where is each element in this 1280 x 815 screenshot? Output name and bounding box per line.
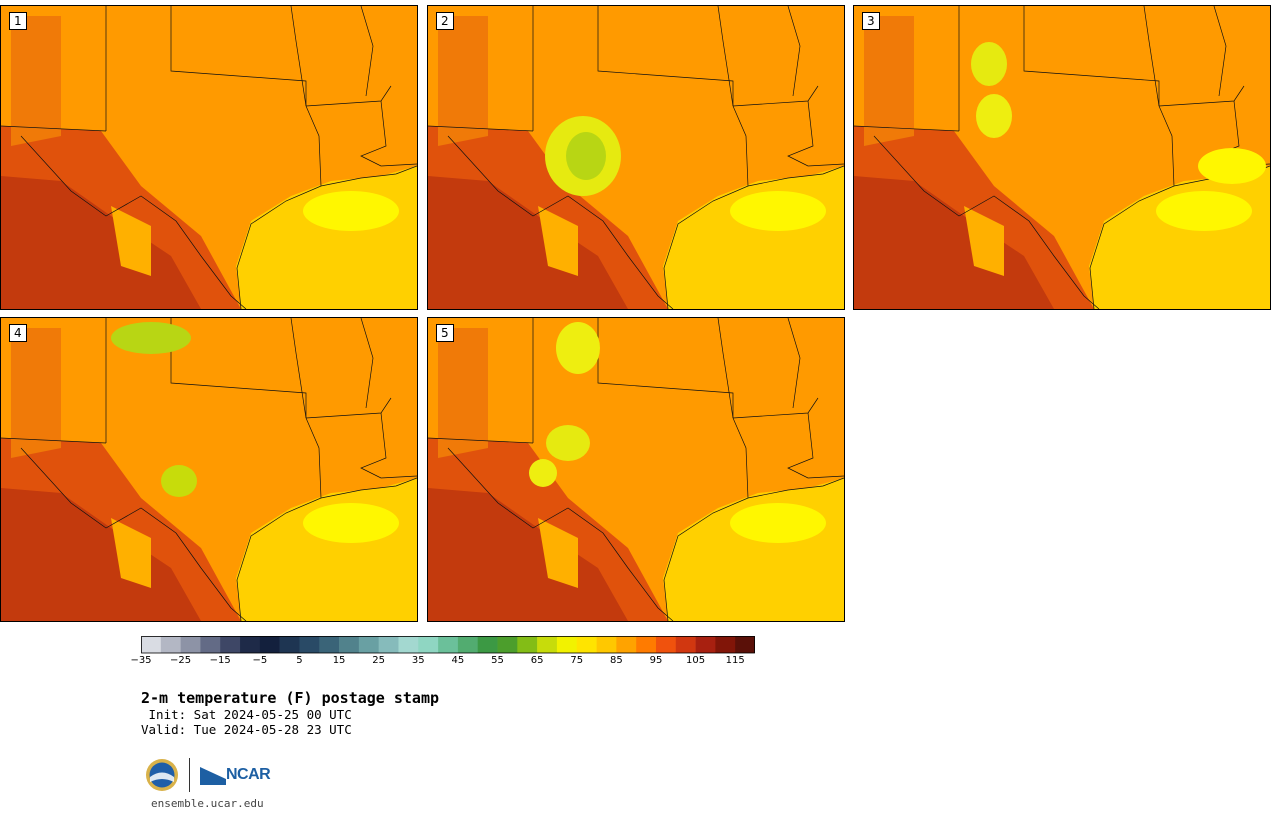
colorbar-swatch <box>537 636 558 653</box>
colorbar-swatch <box>655 636 677 653</box>
colorbar-swatch <box>319 636 340 653</box>
colorbar-swatch <box>497 636 518 653</box>
colorbar-tick-label: 35 <box>411 655 425 666</box>
valid-time: Valid: Tue 2024-05-28 23 UTC <box>141 722 352 737</box>
panel-number: 3 <box>862 12 880 30</box>
colorbar-swatch <box>438 636 459 653</box>
panel-number: 2 <box>436 12 454 30</box>
colorbar-swatch <box>339 636 360 653</box>
colorbar-ticks: −35 −25 −15 −5 5 15 25 35 45 55 65 75 85 95 105 115 <box>130 655 761 671</box>
panel-number: 4 <box>9 324 27 342</box>
temperature-map <box>1 318 417 621</box>
colorbar-tick-label: 65 <box>530 655 544 666</box>
colorbar-tick-label: 75 <box>570 655 584 666</box>
init-time: Init: Sat 2024-05-25 00 UTC <box>141 707 352 722</box>
colorbar-swatch <box>576 636 597 653</box>
map-panel-1: 1 <box>0 5 418 310</box>
colorbar-swatch <box>220 636 241 653</box>
colorbar-swatch <box>160 636 181 653</box>
colorbar-swatch <box>358 636 379 653</box>
ncar-logo-mark <box>200 767 226 785</box>
colorbar-swatch <box>240 636 261 653</box>
temperature-colorbar <box>141 636 755 654</box>
colorbar-swatch <box>200 636 221 653</box>
colorbar-swatch <box>616 636 637 653</box>
colorbar-swatch <box>378 636 399 653</box>
colorbar-swatch <box>141 636 162 653</box>
colorbar-tick-label: 5 <box>296 655 303 666</box>
colorbar-swatch <box>477 636 498 653</box>
colorbar-tick-label: 45 <box>451 655 465 666</box>
colorbar-swatch <box>418 636 439 653</box>
panel-number: 5 <box>436 324 454 342</box>
colorbar-swatch <box>695 636 716 653</box>
figure-title: 2-m temperature (F) postage stamp <box>141 689 440 707</box>
colorbar-tick-label: 95 <box>649 655 663 666</box>
colorbar-tick-label: 115 <box>725 655 745 666</box>
site-url: ensemble.ucar.edu <box>151 797 264 810</box>
colorbar-swatch <box>279 636 300 653</box>
colorbar-swatch <box>636 636 657 653</box>
colorbar-swatch <box>715 636 736 653</box>
logo-row: NCAR <box>145 757 271 793</box>
colorbar-tick-label: −25 <box>170 655 192 666</box>
temperature-map <box>1 6 417 309</box>
colorbar-tick-label: 85 <box>609 655 623 666</box>
colorbar-tick-label: −35 <box>130 655 152 666</box>
colorbar-swatch <box>735 636 755 653</box>
colorbar-tick-label: −5 <box>252 655 268 666</box>
colorbar-tick-label: −15 <box>209 655 231 666</box>
colorbar-tick-label: 25 <box>372 655 386 666</box>
temperature-map <box>428 6 844 309</box>
colorbar-swatch <box>556 636 578 653</box>
map-panel-2: 2 <box>427 5 845 310</box>
colorbar-swatch <box>398 636 419 653</box>
map-panel-4: 4 <box>0 317 418 622</box>
temperature-map <box>428 318 844 621</box>
colorbar-swatch <box>675 636 696 653</box>
colorbar-border <box>141 636 755 654</box>
colorbar-tick-label: 15 <box>332 655 346 666</box>
nsf-logo <box>146 759 178 791</box>
panel-number: 1 <box>9 12 27 30</box>
colorbar-tick-label: 105 <box>686 655 706 666</box>
colorbar-tick-label: 55 <box>491 655 504 666</box>
colorbar-swatch <box>517 636 538 653</box>
colorbar-swatch <box>596 636 617 653</box>
temperature-map <box>854 6 1270 309</box>
colorbar-swatch <box>457 636 479 653</box>
map-panel-3: 3 <box>853 5 1271 310</box>
ncar-logo-text: NCAR <box>226 766 271 783</box>
colorbar-swatch <box>180 636 201 653</box>
colorbar-swatch <box>259 636 280 653</box>
logo-separator <box>189 758 190 792</box>
colorbar-swatch <box>299 636 320 653</box>
map-panel-5: 5 <box>427 317 845 622</box>
